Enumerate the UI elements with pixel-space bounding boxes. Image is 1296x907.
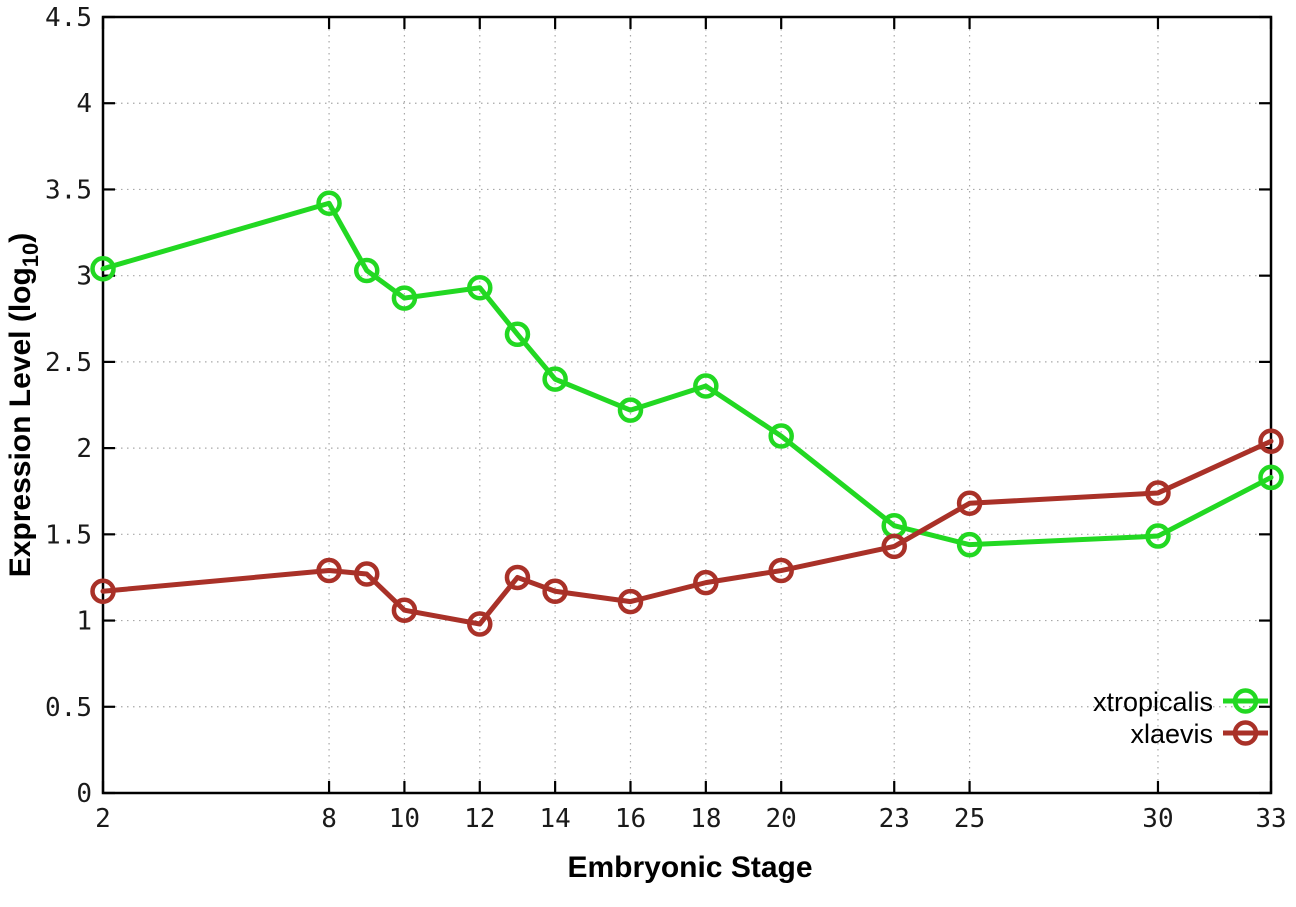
legend-marker-xtropicalis xyxy=(1232,688,1259,714)
data-point-xlaevis xyxy=(1258,428,1284,454)
y-tick-label: 0 xyxy=(76,779,92,809)
y-axis-title: Expression Level (log10) xyxy=(4,233,43,578)
data-point-xtropicalis xyxy=(956,531,983,558)
x-tick-labels: 2 8 10 12 14 16 18 20 23 25 30 33 xyxy=(95,804,1286,834)
data-point-xlaevis xyxy=(90,578,116,604)
y-tick-label: 1 xyxy=(76,607,92,637)
legend-label-xtropicalis: xtropicalis xyxy=(1093,687,1213,717)
legend-label-xlaevis: xlaevis xyxy=(1130,719,1213,749)
x-tick-label: 33 xyxy=(1255,804,1286,834)
x-tick-label: 16 xyxy=(615,804,646,834)
data-point-xtropicalis xyxy=(90,256,116,282)
data-point-xtropicalis xyxy=(504,321,531,348)
y-tick-label: 1.5 xyxy=(45,520,92,550)
plot-border xyxy=(101,15,1273,795)
gridlines xyxy=(103,17,1271,793)
data-point-xlaevis xyxy=(316,557,342,584)
data-point-xtropicalis xyxy=(391,285,418,311)
x-tick-label: 12 xyxy=(464,804,495,834)
data-point-xtropicalis xyxy=(693,373,719,399)
data-point-xlaevis xyxy=(542,578,568,604)
x-tick-label: 25 xyxy=(954,804,985,834)
series-xtropicalis xyxy=(90,190,1284,558)
y-tick-label: 3.5 xyxy=(45,175,92,205)
data-point-xtropicalis xyxy=(316,190,342,216)
series-xlaevis xyxy=(90,428,1284,637)
legend-marker-xlaevis xyxy=(1232,720,1259,746)
y-tick-label: 2 xyxy=(76,434,92,464)
x-tick-label: 8 xyxy=(321,804,337,834)
x-tick-label: 2 xyxy=(95,804,111,834)
data-point-xlaevis xyxy=(353,561,380,587)
data-point-xlaevis xyxy=(617,588,644,615)
x-tick-label: 23 xyxy=(879,804,910,834)
x-tick-label: 20 xyxy=(766,804,797,834)
x-tick-label: 14 xyxy=(539,804,570,834)
data-point-xtropicalis xyxy=(467,274,493,301)
data-point-xlaevis xyxy=(1145,480,1171,506)
x-axis-title: Embryonic Stage xyxy=(567,851,812,884)
data-point-xlaevis xyxy=(693,569,719,596)
y-tick-label: 4 xyxy=(76,89,92,119)
data-point-xtropicalis xyxy=(1258,464,1284,491)
data-point-xlaevis xyxy=(391,597,418,623)
data-point-xlaevis xyxy=(881,533,907,560)
legend-item-xlaevis: xlaevis xyxy=(1130,719,1268,749)
x-tick-label: 10 xyxy=(389,804,420,834)
data-point-xtropicalis xyxy=(353,257,380,284)
y-tick-labels: 0 0.5 1 1.5 2 2.5 3 3.5 4 4.5 xyxy=(45,3,92,809)
legend-item-xtropicalis: xtropicalis xyxy=(1093,687,1268,717)
y-tick-label: 2.5 xyxy=(45,348,92,378)
data-point-xlaevis xyxy=(956,490,983,517)
series-line-xtropicalis xyxy=(100,200,1274,548)
data-point-xtropicalis xyxy=(768,423,794,449)
y-tick-label: 0.5 xyxy=(45,693,92,723)
y-tick-label: 3 xyxy=(76,262,92,292)
data-point-xlaevis xyxy=(504,564,531,591)
x-tick-label: 18 xyxy=(690,804,721,834)
data-point-xlaevis xyxy=(467,611,493,637)
x-tick-label: 30 xyxy=(1142,804,1173,834)
data-point-xlaevis xyxy=(768,557,794,584)
data-point-xtropicalis xyxy=(1145,523,1171,549)
data-point-xtropicalis xyxy=(542,366,568,392)
data-point-xtropicalis xyxy=(617,397,644,423)
y-tick-label: 4.5 xyxy=(45,3,92,33)
